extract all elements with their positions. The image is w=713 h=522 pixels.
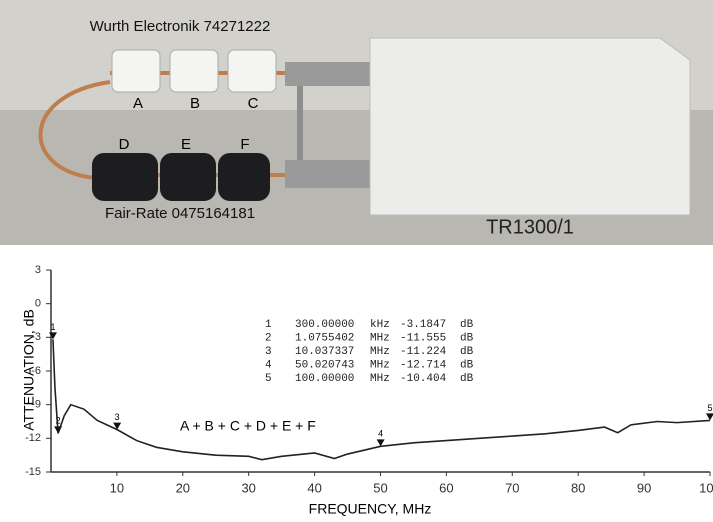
x-tick-label: 70 [505,480,519,495]
marker-table-cell: MHz [370,332,390,344]
y-tick-label: -15 [25,466,41,478]
marker-table-cell: dB [460,346,474,358]
ferrite [111,49,161,93]
marker-table-cell: -11.555 [400,332,446,344]
marker-table-cell: 3 [265,346,272,358]
bracket [297,86,303,160]
ferrite-label: E [181,136,191,153]
ferrite [218,153,270,201]
connector [285,160,370,188]
ferrite-label: B [190,95,200,112]
x-tick-label: 10 [110,480,124,495]
ferrite [92,153,158,201]
marker-table-cell: kHz [370,319,390,331]
photo-label: Wurth Electronik 74271222 [90,18,271,35]
y-tick-label: 0 [35,298,41,310]
marker-label: 2 [56,416,61,426]
y-tick-label: -12 [25,432,41,444]
x-tick-label: 30 [241,480,255,495]
marker-table-cell: dB [460,373,474,385]
connector [285,62,370,86]
marker-table-cell: 300.00000 [295,319,354,331]
ferrite-label: D [119,136,130,153]
x-tick-label: 50 [373,480,387,495]
marker-table-cell: dB [460,359,474,371]
marker [113,422,122,430]
marker-table-cell: MHz [370,346,390,358]
y-tick-label: -3 [31,331,41,343]
x-tick-label: 40 [307,480,321,495]
marker-table-cell: 1 [265,319,272,331]
marker-label: 3 [115,412,120,422]
y-tick-label: 3 [35,264,41,276]
photo: Wurth Electronik 74271222 Fair-Rate 0475… [0,0,713,245]
ferrite [227,49,277,93]
annotation: A + B + C + D + E + F [180,418,316,434]
marker-table-cell: 50.020743 [295,359,354,371]
ferrite [169,49,219,93]
ferrite-label: C [248,95,259,112]
marker-table-cell: 10.037337 [295,346,354,358]
marker-label: 1 [50,322,55,332]
photo-label: Fair-Rate 0475164181 [105,205,255,222]
marker [48,332,57,340]
x-tick-label: 60 [439,480,453,495]
marker-table-cell: dB [460,332,474,344]
marker-table-cell: -12.714 [400,359,447,371]
ferrite [160,153,216,201]
x-tick-label: 100 [699,480,713,495]
chart: ATTENUATION, dB FREQUENCY, MHz A + B + C… [21,264,713,517]
ferrite-label: A [133,95,143,112]
marker-table-cell: -3.1847 [400,319,446,331]
cable [38,80,111,180]
marker [376,439,385,447]
marker-table-cell: 5 [265,373,272,385]
marker [706,413,713,421]
data-line [52,339,711,461]
marker-table-cell: MHz [370,373,390,385]
marker-label: 5 [707,403,712,413]
x-tick-label: 80 [571,480,585,495]
marker-table-cell: 2 [265,332,272,344]
marker-table-cell: 100.00000 [295,373,354,385]
marker [54,426,63,434]
ferrite-label: F [240,136,249,153]
x-tick-label: 20 [176,480,190,495]
marker-table-cell: 4 [265,359,272,371]
y-axis-title: ATTENUATION, dB [21,309,37,431]
y-tick-label: -6 [31,365,41,377]
x-axis-title: FREQUENCY, MHz [309,501,432,517]
marker-table-cell: -11.224 [400,346,447,358]
device-label: TR1300/1 [486,216,574,238]
marker-label: 4 [378,429,383,439]
marker-table-cell: dB [460,319,474,331]
marker-table-cell: MHz [370,359,390,371]
y-tick-label: -9 [31,399,41,411]
marker-table-cell: -10.404 [400,373,447,385]
marker-table-cell: 1.0755402 [295,332,354,344]
device [369,37,691,216]
x-tick-label: 90 [637,480,651,495]
